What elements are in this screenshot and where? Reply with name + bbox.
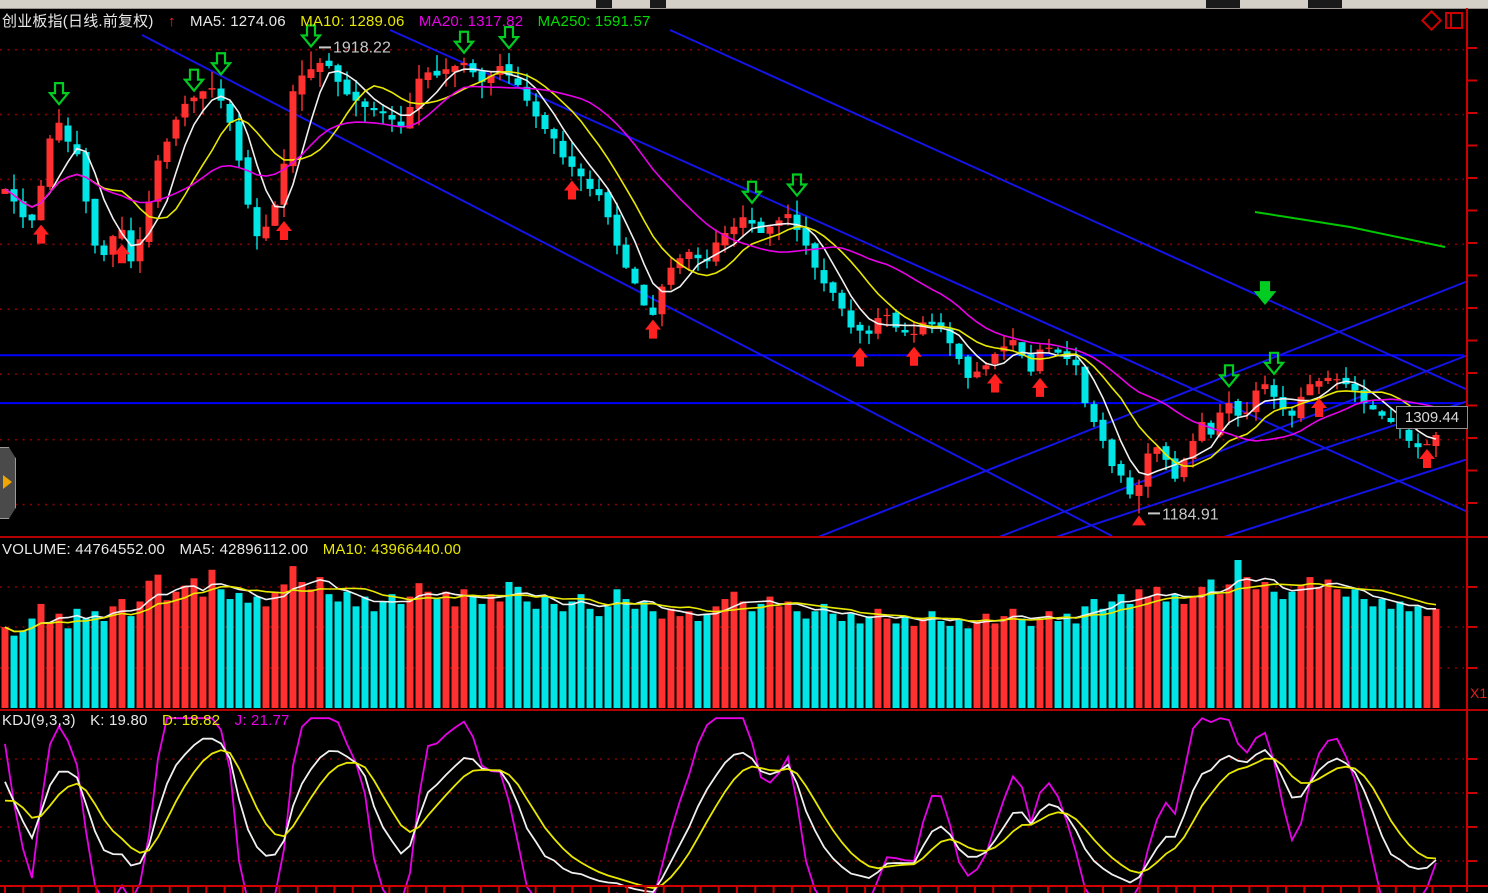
right-price-axis [1466, 8, 1468, 892]
kdj-k-value: K: 19.80 [90, 712, 148, 729]
volume-pane-header: VOLUME: 44764552.00 MA5: 42896112.00 MA1… [2, 541, 471, 558]
window-strip-notch [1308, 0, 1342, 8]
kdj-pane-header: KDJ(9,3,3) K: 19.80 D: 18.82 J: 21.77 [2, 712, 300, 729]
svg-text:1918.22: 1918.22 [333, 39, 391, 56]
pane-separator[interactable] [0, 536, 1488, 538]
kdj-j-value: J: 21.77 [234, 712, 290, 729]
window-strip-notch [596, 0, 612, 8]
split-window-icon[interactable] [1445, 12, 1463, 29]
kdj-indicator-chart[interactable] [0, 711, 1488, 893]
instrument-title: 创业板指(日线.前复权) [2, 13, 154, 30]
ma20-value: MA20: 1317.82 [418, 13, 524, 30]
trend-up-arrow-icon: ↑ [167, 13, 176, 30]
ma10-value: MA10: 1289.06 [300, 13, 405, 30]
volume-bar-chart[interactable] [0, 538, 1488, 710]
price-candlestick-chart[interactable]: 1918.22 1184.91 [0, 8, 1488, 537]
volume-multiplier-label: X1 [1470, 685, 1488, 701]
pane-separator[interactable] [0, 709, 1488, 711]
svg-text:1184.91: 1184.91 [1162, 506, 1219, 523]
ma5-value: MA5: 1274.06 [190, 13, 286, 30]
last-price-label: 1309.44 [1396, 406, 1468, 429]
volume-value: VOLUME: 44764552.00 [2, 541, 166, 558]
kdj-indicator-label: KDJ(9,3,3) [2, 712, 76, 729]
price-pane-header: 创业板指(日线.前复权) ↑ MA5: 1274.06 MA10: 1289.0… [2, 10, 661, 31]
kdj-d-value: D: 18.82 [161, 712, 221, 729]
window-top-strip [0, 0, 1488, 9]
volume-ma5-value: MA5: 42896112.00 [179, 541, 309, 558]
panel-expand-handle[interactable] [0, 447, 16, 519]
window-strip-notch [1206, 0, 1240, 8]
ma250-value: MA250: 1591.57 [537, 13, 651, 30]
volume-ma10-value: MA10: 43966440.00 [322, 541, 462, 558]
expand-arrow-icon [3, 475, 12, 489]
window-strip-notch [650, 0, 666, 8]
